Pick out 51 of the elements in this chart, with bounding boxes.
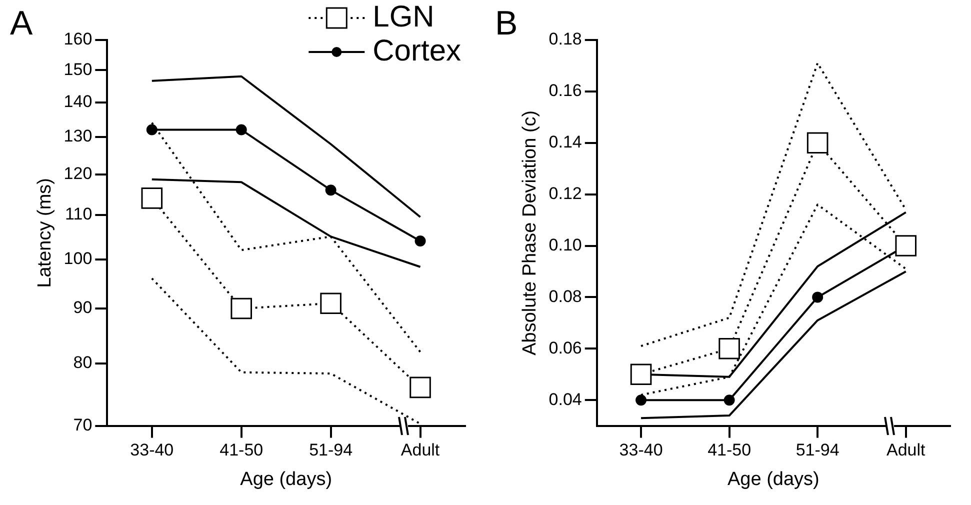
x-tick-label: 41-50 (220, 440, 264, 460)
y-tick-label: 0.18 (548, 30, 582, 49)
legend-label: LGN (372, 0, 434, 34)
x-tick-label: 33-40 (130, 440, 174, 460)
y-tick-label: 90 (73, 298, 92, 318)
x-tick-label: Adult (886, 440, 926, 460)
y-tick-label: 70 (73, 415, 92, 434)
point (414, 236, 426, 247)
point (724, 394, 735, 406)
line-series (150, 122, 422, 353)
y-tick-label: 0.06 (548, 338, 582, 358)
y-tick-label: 100 (64, 249, 92, 268)
line-series (640, 62, 907, 348)
point (812, 292, 824, 303)
x-tick-label: 51-94 (796, 440, 840, 460)
point (146, 124, 158, 136)
x-tick-label: 51-94 (309, 440, 353, 460)
y-tick-label: 110 (65, 204, 92, 224)
y-tick-label: 0.14 (548, 132, 582, 152)
y-tick-label: 0.12 (548, 184, 582, 204)
y-tick-label: 0.10 (548, 235, 582, 254)
text: B (495, 4, 518, 42)
text: A (10, 4, 33, 42)
legend-label: Cortex (372, 34, 461, 68)
y-tick-label: 120 (64, 164, 92, 183)
point (718, 338, 740, 360)
point (636, 394, 647, 406)
y-tick-label: 130 (64, 126, 92, 146)
x-tick-label: 33-40 (619, 440, 663, 460)
point (410, 376, 431, 398)
y-tick-label: 80 (73, 353, 92, 372)
y-axis-title: Absolute Phase Deviation (c) (520, 110, 541, 356)
y-tick-label: 0.16 (548, 81, 582, 100)
point (325, 184, 336, 196)
x-tick-label: Adult (400, 440, 440, 460)
x-tick-label: 41-50 (708, 440, 752, 460)
y-tick-label: 160 (64, 30, 92, 49)
point (141, 188, 163, 209)
x-axis-title: Age (days) (728, 468, 820, 490)
y-tick-label: 0.04 (548, 390, 582, 409)
point (895, 235, 917, 256)
y-tick-label: 0.08 (548, 286, 582, 306)
x-axis-title: Age (days) (240, 468, 332, 490)
y-axis-title: Latency (ms) (34, 178, 56, 288)
point (630, 364, 652, 386)
y-tick-label: 150 (64, 60, 92, 79)
y-tick-label: 140 (64, 92, 92, 112)
point (236, 124, 247, 136)
point (230, 298, 252, 320)
point (806, 132, 828, 154)
point (320, 292, 342, 314)
